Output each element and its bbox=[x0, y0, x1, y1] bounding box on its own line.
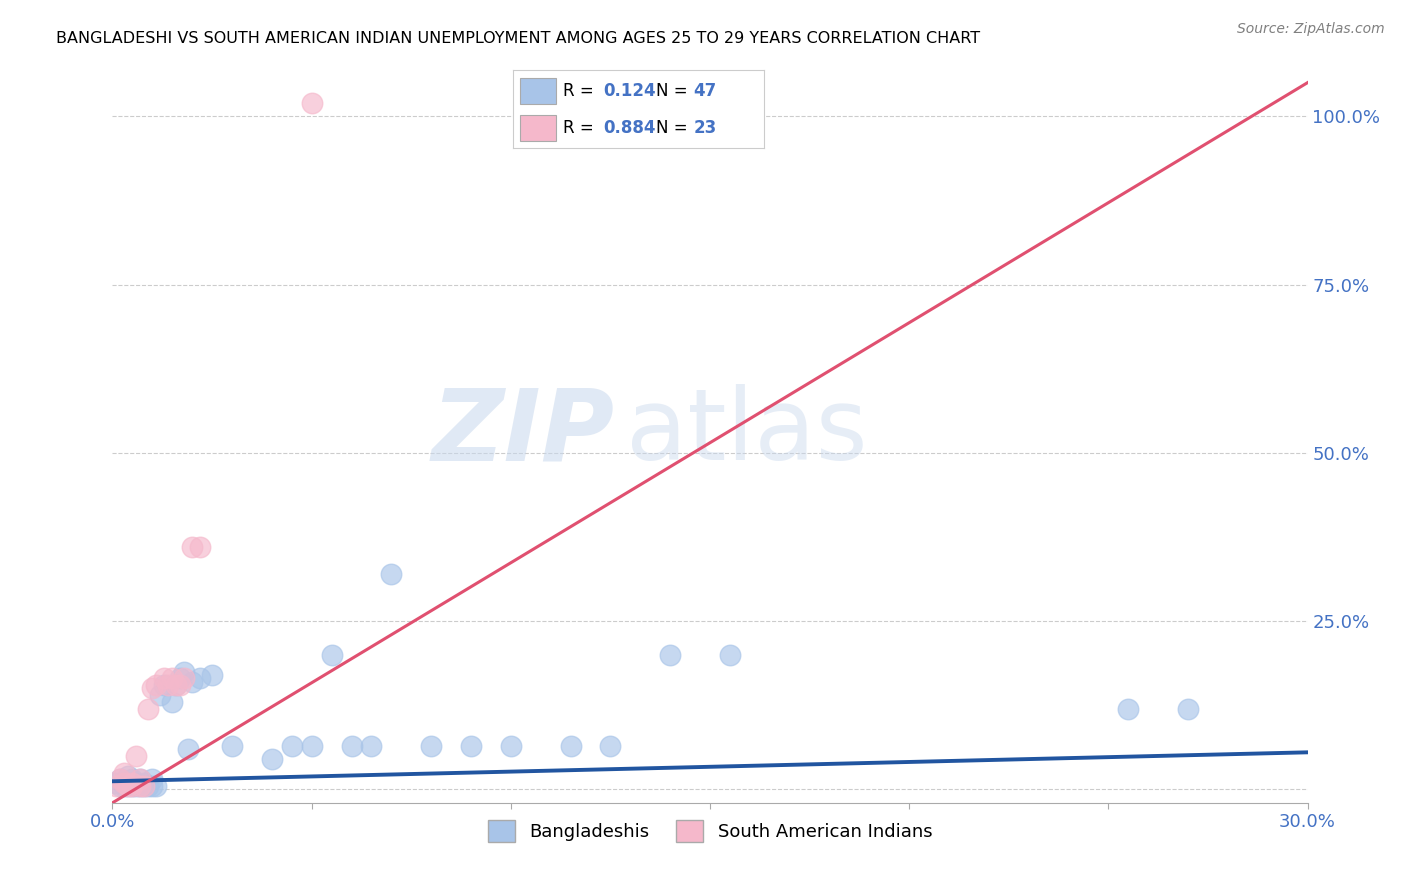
Point bbox=[121, 779, 143, 793]
Point bbox=[138, 701, 160, 715]
Point bbox=[1177, 701, 1199, 715]
Point bbox=[201, 668, 224, 682]
Point bbox=[157, 678, 180, 692]
Point bbox=[105, 775, 128, 789]
Point bbox=[138, 779, 160, 793]
Point bbox=[221, 739, 243, 753]
Point bbox=[169, 671, 191, 685]
Point bbox=[134, 775, 156, 789]
Point bbox=[153, 678, 176, 692]
Point bbox=[599, 739, 621, 753]
Point bbox=[165, 678, 187, 692]
Point bbox=[380, 566, 402, 581]
Text: Source: ZipAtlas.com: Source: ZipAtlas.com bbox=[1237, 22, 1385, 37]
Point bbox=[110, 772, 132, 787]
Point bbox=[141, 779, 163, 793]
Point bbox=[420, 739, 443, 753]
Point bbox=[129, 772, 152, 787]
Point bbox=[181, 674, 204, 689]
Point bbox=[173, 671, 195, 685]
Point bbox=[153, 671, 176, 685]
Point bbox=[188, 540, 211, 554]
Point bbox=[125, 748, 148, 763]
Point bbox=[121, 772, 143, 787]
Point bbox=[121, 775, 143, 789]
Point bbox=[114, 765, 135, 780]
Point bbox=[360, 739, 382, 753]
Point bbox=[162, 671, 183, 685]
Point bbox=[181, 540, 204, 554]
Text: atlas: atlas bbox=[627, 384, 868, 481]
Point bbox=[173, 665, 195, 679]
Point bbox=[321, 648, 343, 662]
Point bbox=[340, 739, 363, 753]
Point bbox=[659, 648, 682, 662]
Legend: Bangladeshis, South American Indians: Bangladeshis, South American Indians bbox=[481, 813, 939, 849]
Point bbox=[460, 739, 482, 753]
Text: BANGLADESHI VS SOUTH AMERICAN INDIAN UNEMPLOYMENT AMONG AGES 25 TO 29 YEARS CORR: BANGLADESHI VS SOUTH AMERICAN INDIAN UNE… bbox=[56, 31, 980, 46]
Point bbox=[117, 779, 139, 793]
Point bbox=[718, 648, 741, 662]
Point bbox=[169, 678, 191, 692]
Point bbox=[114, 779, 135, 793]
Point bbox=[260, 752, 283, 766]
Point bbox=[110, 779, 132, 793]
Point bbox=[134, 779, 156, 793]
Point bbox=[149, 688, 172, 702]
Point bbox=[125, 779, 148, 793]
Point bbox=[117, 779, 139, 793]
Point bbox=[165, 678, 187, 692]
Point bbox=[145, 779, 167, 793]
Point bbox=[105, 779, 128, 793]
Point bbox=[134, 779, 156, 793]
Point bbox=[129, 772, 152, 787]
Point bbox=[141, 681, 163, 696]
Point bbox=[110, 772, 132, 787]
Point bbox=[129, 779, 152, 793]
Point bbox=[145, 678, 167, 692]
Point bbox=[114, 775, 135, 789]
Point bbox=[117, 769, 139, 783]
Point bbox=[301, 95, 323, 110]
Point bbox=[129, 779, 152, 793]
Point bbox=[301, 739, 323, 753]
Point bbox=[121, 775, 143, 789]
Point bbox=[162, 695, 183, 709]
Point bbox=[114, 775, 135, 789]
Point bbox=[499, 739, 522, 753]
Point bbox=[141, 772, 163, 787]
Text: ZIP: ZIP bbox=[432, 384, 614, 481]
Point bbox=[560, 739, 582, 753]
Point bbox=[1118, 701, 1140, 715]
Point bbox=[121, 779, 143, 793]
Point bbox=[125, 775, 148, 789]
Point bbox=[188, 671, 211, 685]
Point bbox=[281, 739, 304, 753]
Point bbox=[177, 742, 200, 756]
